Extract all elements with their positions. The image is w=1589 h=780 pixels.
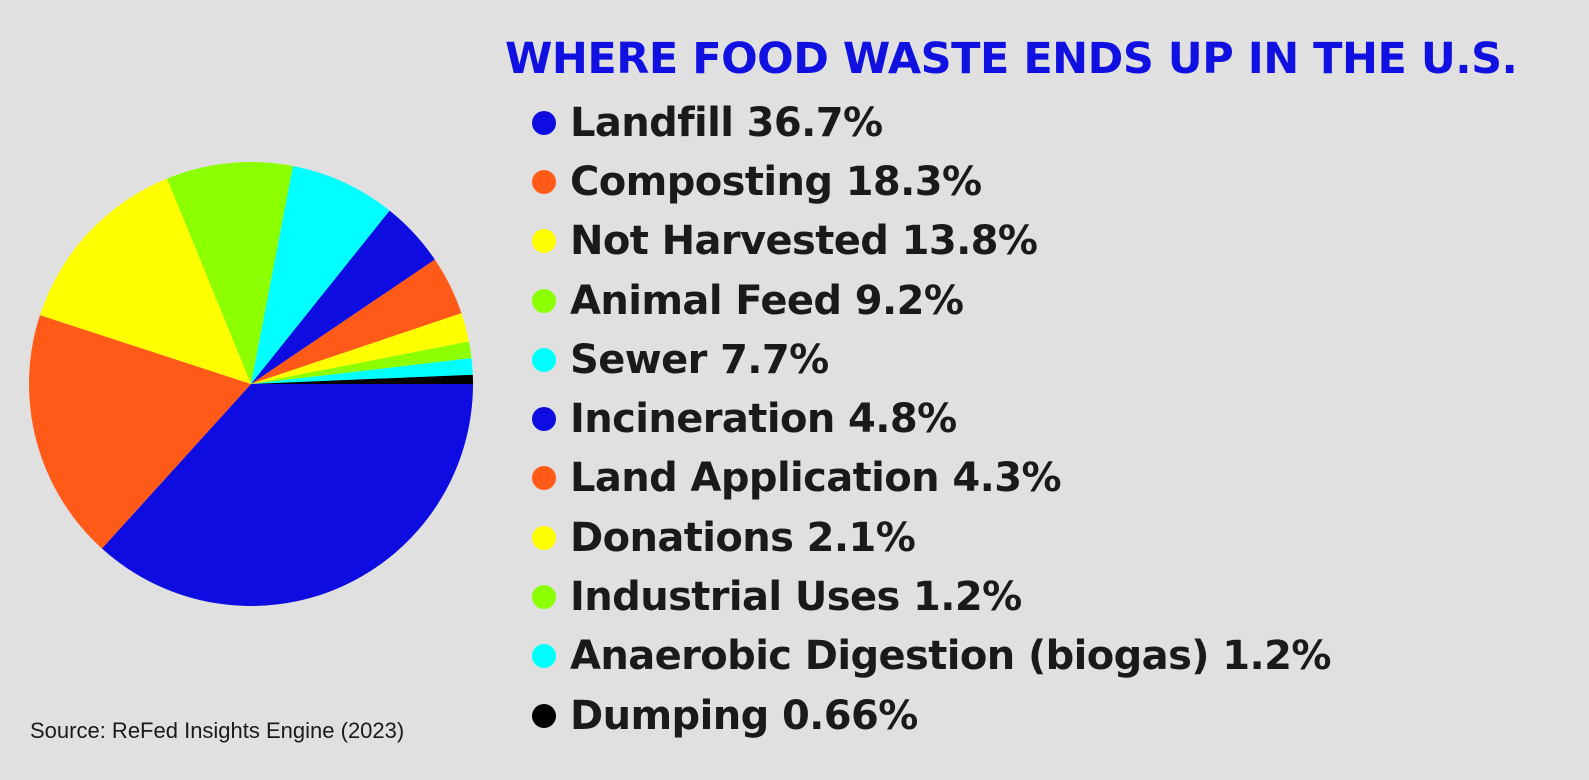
legend-dot-icon — [532, 407, 556, 432]
pie-slice-donations — [251, 313, 469, 384]
chart-title: WHERE FOOD WASTE ENDS UP IN THE U.S. — [505, 34, 1518, 84]
legend-dot-icon — [532, 288, 556, 313]
legend-label: Animal Feed 9.2% — [570, 277, 964, 324]
legend-dot-icon — [532, 585, 556, 610]
legend-label: Anaerobic Digestion (biogas) 1.2% — [570, 633, 1331, 680]
legend-item: Donations 2.1% — [532, 508, 1331, 567]
legend-label: Composting 18.3% — [570, 158, 982, 205]
legend-label: Incineration 4.8% — [570, 396, 957, 443]
legend-label: Industrial Uses 1.2% — [570, 574, 1022, 621]
pie-slice-animal-feed — [167, 161, 294, 384]
pie-slice-not-harvested — [39, 178, 252, 384]
legend-dot-icon — [532, 110, 556, 135]
legend-label: Landfill 36.7% — [570, 99, 883, 146]
legend-label: Not Harvested 13.8% — [570, 218, 1038, 265]
legend-dot-icon — [532, 703, 556, 728]
legend: Landfill 36.7% Composting 18.3% Not Harves… — [532, 93, 1331, 745]
legend-dot-icon — [532, 525, 556, 550]
legend-item: Industrial Uses 1.2% — [532, 567, 1331, 626]
legend-dot-icon — [532, 644, 556, 669]
legend-label: Dumping 0.66% — [570, 692, 918, 739]
source-note: Source: ReFed Insights Engine (2023) — [30, 718, 405, 743]
legend-item: Composting 18.3% — [532, 152, 1331, 211]
pie-chart — [29, 161, 474, 606]
legend-item: Animal Feed 9.2% — [532, 271, 1331, 330]
legend-item: Anaerobic Digestion (biogas) 1.2% — [532, 627, 1331, 686]
pie-slice-landfill — [101, 384, 474, 606]
legend-dot-icon — [532, 466, 556, 491]
pie-slice-anaerobic-digestion-biogas — [251, 358, 473, 384]
pie-slice-land-application — [251, 259, 462, 384]
legend-dot-icon — [532, 347, 556, 372]
legend-dot-icon — [532, 229, 556, 254]
pie-slice-sewer — [251, 166, 390, 384]
legend-item: Landfill 36.7% — [532, 93, 1331, 152]
legend-dot-icon — [532, 169, 556, 194]
pie-slice-incineration — [251, 210, 435, 384]
pie-slice-industrial-uses — [251, 341, 472, 384]
pie-slice-composting — [29, 315, 252, 549]
legend-item: Sewer 7.7% — [532, 330, 1331, 389]
pie-slice-dumping — [251, 374, 473, 384]
legend-label: Land Application 4.3% — [570, 455, 1062, 502]
legend-item: Dumping 0.66% — [532, 686, 1331, 745]
legend-label: Donations 2.1% — [570, 514, 916, 561]
legend-item: Incineration 4.8% — [532, 389, 1331, 448]
legend-label: Sewer 7.7% — [570, 336, 829, 383]
legend-item: Land Application 4.3% — [532, 449, 1331, 508]
legend-item: Not Harvested 13.8% — [532, 212, 1331, 271]
